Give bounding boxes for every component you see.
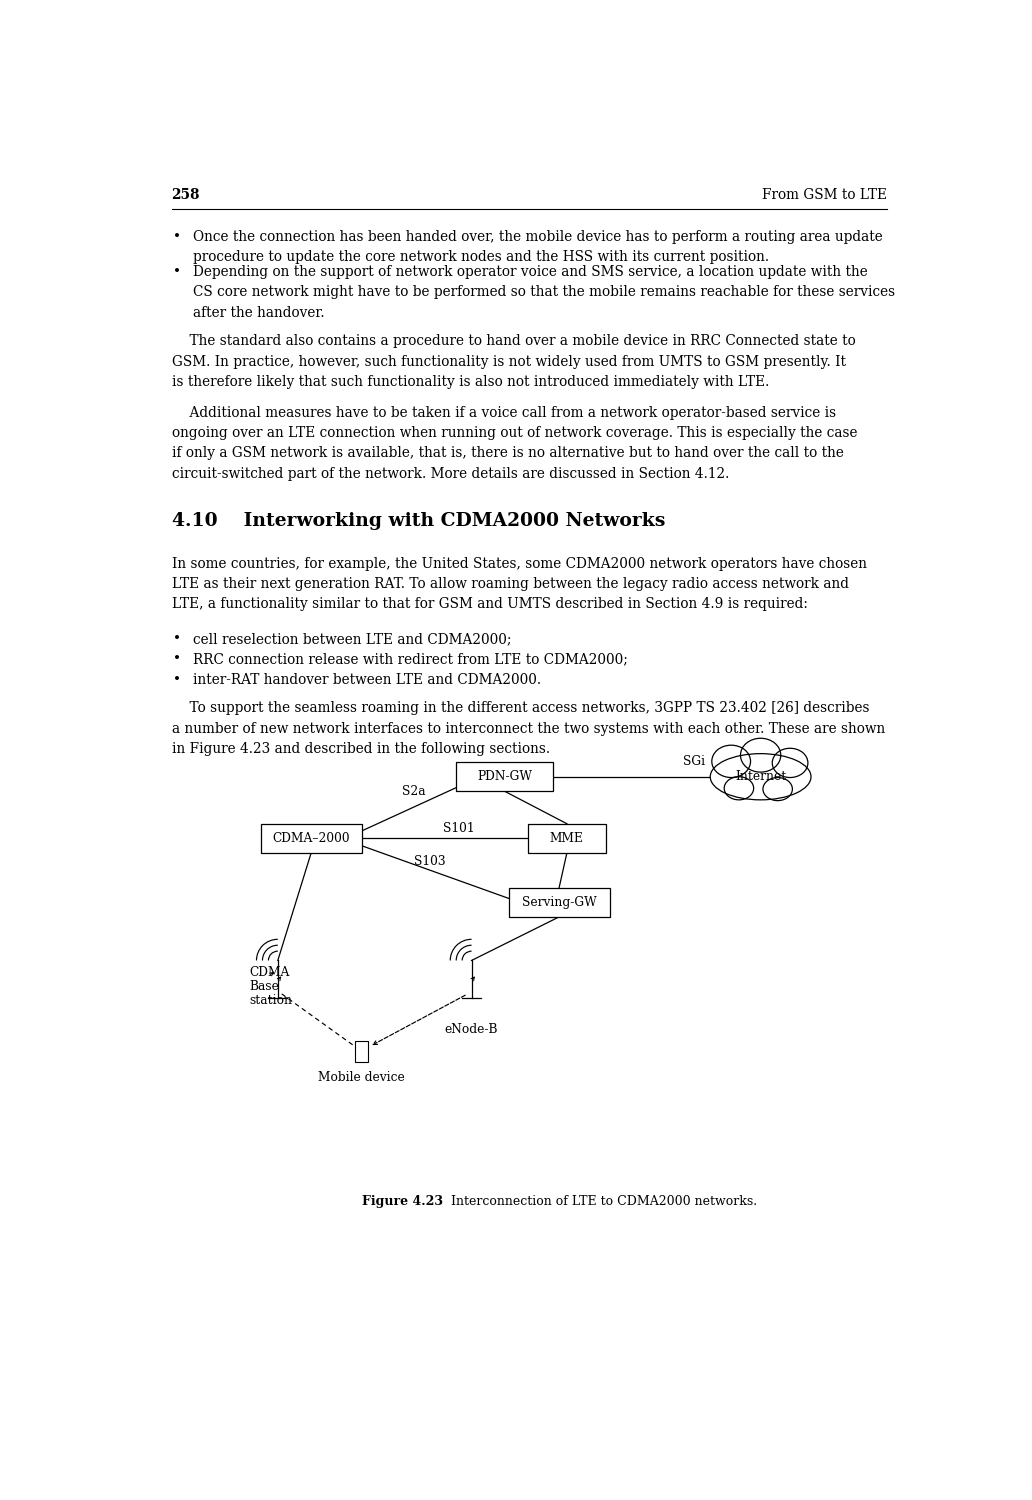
Text: CDMA: CDMA bbox=[249, 966, 290, 980]
Text: station: station bbox=[249, 994, 292, 1006]
FancyBboxPatch shape bbox=[456, 762, 553, 792]
Text: is therefore likely that such functionality is also not introduced immediately w: is therefore likely that such functional… bbox=[171, 375, 769, 388]
Text: •: • bbox=[173, 674, 182, 687]
Text: Serving-GW: Serving-GW bbox=[522, 896, 596, 909]
Text: PDN-GW: PDN-GW bbox=[478, 771, 533, 783]
Text: S103: S103 bbox=[414, 855, 446, 867]
Text: From GSM to LTE: From GSM to LTE bbox=[762, 188, 886, 201]
Text: To support the seamless roaming in the different access networks, 3GPP TS 23.402: To support the seamless roaming in the d… bbox=[171, 702, 869, 715]
Text: circuit-switched part of the network. More details are discussed in Section 4.12: circuit-switched part of the network. Mo… bbox=[171, 466, 729, 480]
Ellipse shape bbox=[710, 753, 811, 800]
Text: after the handover.: after the handover. bbox=[193, 306, 324, 320]
Text: a number of new network interfaces to interconnect the two systems with each oth: a number of new network interfaces to in… bbox=[171, 722, 884, 736]
FancyBboxPatch shape bbox=[509, 888, 610, 916]
Ellipse shape bbox=[772, 748, 808, 777]
Text: •: • bbox=[173, 652, 182, 666]
Text: •: • bbox=[173, 230, 182, 244]
Ellipse shape bbox=[741, 738, 781, 772]
FancyBboxPatch shape bbox=[528, 824, 606, 854]
Text: eNode-B: eNode-B bbox=[445, 1023, 498, 1036]
Text: S2a: S2a bbox=[401, 786, 425, 798]
Text: Depending on the support of network operator voice and SMS service, a location u: Depending on the support of network oper… bbox=[193, 264, 867, 279]
Text: 4.10    Interworking with CDMA2000 Networks: 4.10 Interworking with CDMA2000 Networks bbox=[171, 512, 665, 530]
Text: LTE as their next generation RAT. To allow roaming between the legacy radio acce: LTE as their next generation RAT. To all… bbox=[171, 578, 848, 591]
Ellipse shape bbox=[712, 746, 750, 777]
Text: in Figure 4.23 and described in the following sections.: in Figure 4.23 and described in the foll… bbox=[171, 742, 550, 756]
Ellipse shape bbox=[763, 777, 793, 801]
Text: inter-RAT handover between LTE and CDMA2000.: inter-RAT handover between LTE and CDMA2… bbox=[193, 674, 541, 687]
Text: cell reselection between LTE and CDMA2000;: cell reselection between LTE and CDMA200… bbox=[193, 632, 511, 646]
Text: GSM. In practice, however, such functionality is not widely used from UMTS to GS: GSM. In practice, however, such function… bbox=[171, 354, 845, 369]
Text: CDMA–2000: CDMA–2000 bbox=[272, 833, 350, 844]
FancyBboxPatch shape bbox=[355, 1041, 368, 1062]
Text: Once the connection has been handed over, the mobile device has to perform a rou: Once the connection has been handed over… bbox=[193, 230, 882, 244]
Text: •: • bbox=[173, 264, 182, 279]
Text: Figure 4.23: Figure 4.23 bbox=[361, 1196, 443, 1208]
Text: The standard also contains a procedure to hand over a mobile device in RRC Conne: The standard also contains a procedure t… bbox=[171, 334, 856, 348]
Text: In some countries, for example, the United States, some CDMA2000 network operato: In some countries, for example, the Unit… bbox=[171, 556, 867, 570]
Text: S101: S101 bbox=[443, 822, 475, 834]
Text: RRC connection release with redirect from LTE to CDMA2000;: RRC connection release with redirect fro… bbox=[193, 652, 627, 666]
Text: SGi: SGi bbox=[683, 754, 705, 768]
Text: CS core network might have to be performed so that the mobile remains reachable : CS core network might have to be perform… bbox=[193, 285, 895, 298]
Text: Mobile device: Mobile device bbox=[318, 1071, 405, 1084]
Text: MME: MME bbox=[550, 833, 584, 844]
Text: if only a GSM network is available, that is, there is no alternative but to hand: if only a GSM network is available, that… bbox=[171, 447, 843, 460]
FancyBboxPatch shape bbox=[261, 824, 361, 854]
Ellipse shape bbox=[724, 777, 753, 800]
Text: LTE, a functionality similar to that for GSM and UMTS described in Section 4.9 i: LTE, a functionality similar to that for… bbox=[171, 597, 807, 612]
Text: Additional measures have to be taken if a voice call from a network operator-bas: Additional measures have to be taken if … bbox=[171, 405, 836, 420]
Text: Interconnection of LTE to CDMA2000 networks.: Interconnection of LTE to CDMA2000 netwo… bbox=[436, 1196, 757, 1208]
Text: ongoing over an LTE connection when running out of network coverage. This is esp: ongoing over an LTE connection when runn… bbox=[171, 426, 858, 439]
Text: procedure to update the core network nodes and the HSS with its current position: procedure to update the core network nod… bbox=[193, 251, 769, 264]
Text: Internet: Internet bbox=[735, 771, 786, 783]
Text: Base: Base bbox=[249, 980, 279, 993]
Text: 258: 258 bbox=[171, 188, 200, 201]
Text: •: • bbox=[173, 632, 182, 646]
